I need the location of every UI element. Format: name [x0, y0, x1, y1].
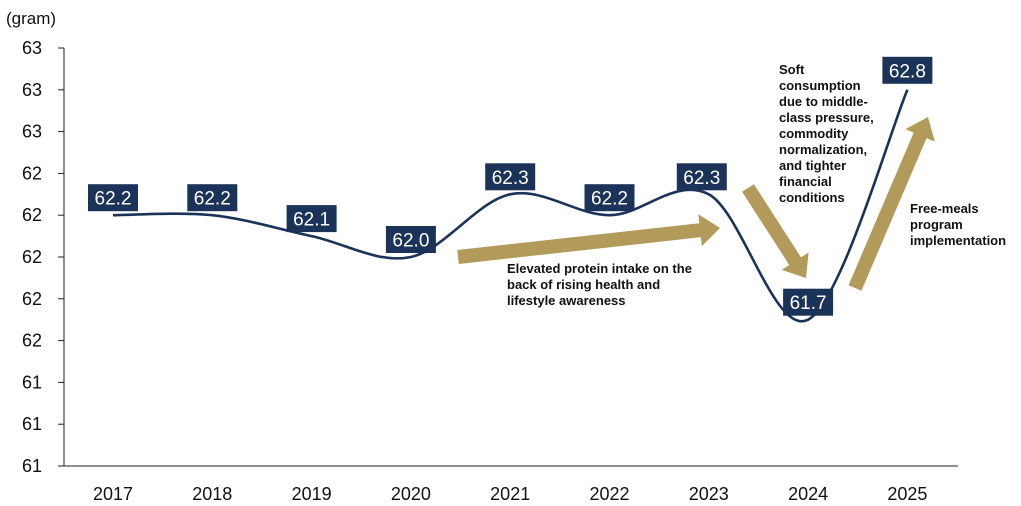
annotation-text: Elevated protein intake on the back of ri… — [507, 261, 692, 308]
series-line — [112, 89, 909, 323]
y-tick-label: 61 — [22, 456, 42, 476]
svg-text:62.0: 62.0 — [392, 231, 429, 252]
svg-text:62.2: 62.2 — [194, 189, 231, 210]
y-axis-unit-label: (gram) — [6, 9, 56, 28]
annotation-text: Free-meals program implementation — [910, 201, 1006, 248]
y-tick-label: 62 — [22, 331, 42, 351]
data-label: 62.3 — [485, 163, 536, 191]
x-tick-label: 2024 — [788, 484, 828, 504]
svg-text:62.2: 62.2 — [591, 189, 628, 210]
trend-arrows — [457, 117, 935, 291]
svg-text:62.3: 62.3 — [492, 168, 529, 189]
data-label: 62.2 — [88, 184, 138, 212]
y-tick-label: 63 — [22, 122, 42, 142]
data-label: 62.3 — [676, 163, 727, 191]
svg-text:62.1: 62.1 — [293, 210, 330, 231]
x-tick-label: 2017 — [93, 484, 133, 504]
data-label: 62.8 — [882, 56, 933, 84]
y-tick-label: 63 — [22, 80, 42, 100]
svg-text:62.3: 62.3 — [683, 168, 720, 189]
x-tick-label: 2020 — [391, 484, 431, 504]
y-tick-label: 61 — [22, 414, 42, 434]
annotation-text: Soft consumption due to middle-class press… — [779, 62, 874, 205]
arrow-rebound — [848, 117, 935, 291]
annotations: Elevated protein intake on the back of ri… — [507, 62, 1006, 308]
y-tick-label: 62 — [22, 289, 42, 309]
axes: (gram) 61 61 61 62 62 62 62 62 63 63 63 2017 2018 2019… — [6, 9, 958, 504]
svg-text:62.2: 62.2 — [95, 189, 132, 210]
data-label: 62.2 — [584, 184, 635, 212]
data-label: 62.2 — [187, 184, 238, 212]
y-tick-label: 62 — [22, 163, 42, 183]
series-line-group — [112, 89, 909, 323]
data-label: 62.1 — [286, 205, 337, 233]
y-tick-label: 63 — [22, 38, 42, 58]
y-tick-label: 61 — [22, 372, 42, 392]
svg-text:62.8: 62.8 — [889, 61, 926, 82]
arrow-down-trend — [742, 184, 809, 278]
data-label: 62.0 — [385, 226, 436, 253]
data-label: 61.7 — [783, 288, 834, 316]
x-tick-label: 2022 — [589, 484, 629, 504]
svg-text:61.7: 61.7 — [790, 293, 827, 314]
y-tick-label: 62 — [22, 247, 42, 267]
x-tick-label: 2021 — [490, 484, 530, 504]
x-tick-label: 2025 — [887, 484, 927, 504]
x-tick-label: 2023 — [689, 484, 729, 504]
x-tick-label: 2018 — [192, 484, 232, 504]
data-labels: 62.2 62.2 62.1 62.0 62.3 62.2 62.3 61.7 62.8 — [88, 56, 933, 316]
y-tick-label: 62 — [22, 205, 42, 225]
arrow-up-trend — [457, 214, 720, 264]
x-tick-label: 2019 — [292, 484, 332, 504]
